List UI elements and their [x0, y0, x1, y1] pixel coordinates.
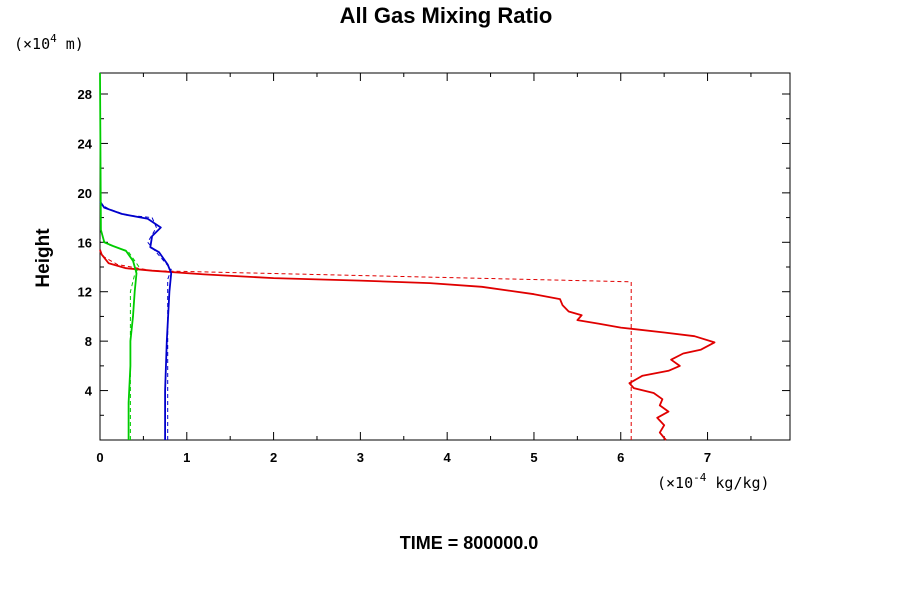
x-tick-label: 5 [530, 450, 537, 465]
y-tick-label: 20 [78, 186, 92, 201]
x-tick-label: 1 [183, 450, 190, 465]
series-line-2 [99, 251, 632, 440]
plot-frame [99, 72, 791, 441]
y-tick-label: 24 [78, 136, 93, 151]
x-tick-label: 0 [96, 450, 103, 465]
y-axis-label: Height [33, 228, 54, 288]
series-line-3 [99, 200, 173, 440]
y-tick-label: 8 [85, 334, 92, 349]
x-tick-label: 7 [704, 450, 711, 465]
x-tick-label: 4 [444, 450, 452, 465]
x-tick-label: 6 [617, 450, 624, 465]
y-tick-label: 4 [85, 384, 93, 399]
chart-title: All Gas Mixing Ratio [340, 3, 553, 28]
y-tick-label: 28 [78, 87, 92, 102]
series-line-1 [99, 249, 716, 441]
series-line-6 [99, 239, 140, 440]
y-unit-label: (×104 m) [14, 32, 84, 53]
y-tick-label: 16 [78, 235, 92, 250]
y-tick-label: 12 [78, 285, 92, 300]
x-tick-label: 3 [357, 450, 364, 465]
series-line-4 [99, 203, 172, 440]
footer-time: TIME = 800000.0 [400, 533, 539, 553]
x-tick-label: 2 [270, 450, 277, 465]
x-unit-label: (×10-4 kg/kg) [657, 471, 770, 492]
series-line-5 [99, 72, 138, 440]
